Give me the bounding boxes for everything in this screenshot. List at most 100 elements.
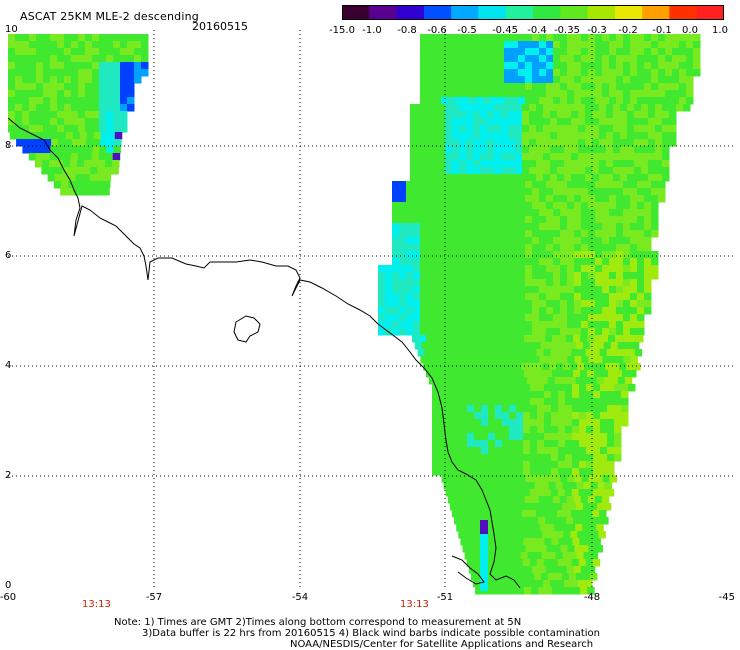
- swath-cell: [476, 69, 484, 77]
- swath-cell: [29, 83, 37, 91]
- swath-cell: [15, 97, 23, 105]
- swath-cell: [446, 440, 454, 448]
- swath-cell: [455, 97, 463, 105]
- swath-cell: [500, 363, 508, 371]
- swath-cell: [606, 146, 614, 154]
- swath-cell: [641, 167, 649, 175]
- swath-cell: [469, 83, 477, 91]
- swath-cell: [609, 188, 617, 196]
- swath-cell: [589, 377, 598, 385]
- swath-cell: [574, 209, 582, 217]
- swath-cell: [448, 258, 456, 266]
- swath-cell: [564, 111, 572, 119]
- swath-cell: [579, 454, 587, 462]
- swath-cell: [543, 160, 551, 168]
- swath-cell: [459, 104, 467, 112]
- swath-cell: [593, 391, 601, 399]
- swath-cell: [552, 587, 560, 595]
- swath-cell: [524, 587, 532, 595]
- swath-cell: [106, 69, 114, 77]
- swath-cell: [599, 160, 607, 168]
- swath-cell: [496, 496, 505, 504]
- swath-cell: [424, 349, 433, 357]
- swath-cell: [600, 419, 608, 427]
- swath-cell: [574, 41, 582, 49]
- swath-cell: [488, 398, 496, 406]
- swath-cell: [572, 412, 580, 420]
- swath-cell: [434, 293, 442, 301]
- swath-cell: [434, 55, 442, 63]
- swath-cell: [29, 104, 37, 112]
- swath-cell: [539, 307, 547, 315]
- swath-cell: [57, 62, 65, 70]
- swath-cell: [658, 188, 666, 196]
- swath-cell: [516, 468, 524, 476]
- swath-cell: [420, 244, 428, 252]
- swath-cell: [686, 34, 694, 42]
- swath-cell: [494, 139, 502, 147]
- swath-cell: [564, 125, 572, 133]
- swath-cell: [546, 314, 554, 322]
- swath-cell: [630, 209, 638, 217]
- swath-cell: [600, 412, 608, 420]
- swath-cell: [658, 97, 666, 105]
- swath-cell: [595, 545, 603, 553]
- swath-cell: [581, 55, 589, 63]
- swath-cell: [427, 69, 435, 77]
- swath-cell: [420, 209, 428, 217]
- swath-cell: [50, 104, 58, 112]
- swath-cell: [529, 118, 537, 126]
- swath-cell: [558, 454, 566, 462]
- swath-cell: [127, 55, 135, 63]
- swath-cell: [522, 146, 530, 154]
- swath-cell: [584, 531, 592, 539]
- swath-cell: [595, 209, 603, 217]
- swath-cell: [441, 181, 449, 189]
- swath-cell: [483, 293, 491, 301]
- swath-cell: [581, 321, 589, 329]
- swath-cell: [530, 405, 538, 413]
- swath-cell: [511, 216, 519, 224]
- swath-cell: [616, 328, 624, 336]
- swath-cell: [561, 573, 570, 581]
- swath-cell: [502, 405, 510, 413]
- swath-cell: [452, 125, 460, 133]
- swath-cell: [544, 405, 552, 413]
- swath-cell: [64, 125, 72, 133]
- swath-cell: [518, 195, 526, 203]
- swath-cell: [602, 321, 610, 329]
- swath-cell: [99, 62, 107, 70]
- swath-cell: [545, 517, 553, 525]
- swath-cell: [651, 230, 659, 238]
- swath-cell: [462, 48, 470, 56]
- swath-cell: [470, 573, 479, 581]
- swath-cell: [634, 118, 642, 126]
- swath-cell: [538, 517, 546, 525]
- swath-cell: [557, 139, 565, 147]
- swath-cell: [392, 237, 400, 245]
- swath-cell: [15, 48, 23, 56]
- swath-cell: [564, 132, 572, 140]
- swath-cell: [532, 244, 540, 252]
- swath-cell: [566, 496, 575, 504]
- swath-cell: [526, 573, 535, 581]
- swath-cell: [585, 118, 593, 126]
- swath-cell: [582, 503, 591, 511]
- swath-cell: [552, 496, 561, 504]
- swath-cell: [630, 97, 638, 105]
- swath-cell: [106, 146, 114, 154]
- swath-cell: [588, 209, 596, 217]
- swath-cell: [693, 34, 701, 42]
- swath-cell: [592, 132, 600, 140]
- swath-cell: [515, 510, 523, 518]
- swath-cell: [509, 538, 517, 546]
- swath-cell: [508, 125, 516, 133]
- swath-cell: [588, 293, 596, 301]
- swath-cell: [427, 314, 435, 322]
- swath-cell: [560, 188, 568, 196]
- swath-cell: [515, 167, 523, 175]
- swath-cell: [538, 566, 547, 574]
- swath-cell: [522, 139, 530, 147]
- swath-cell: [43, 83, 51, 91]
- swath-cell: [497, 244, 505, 252]
